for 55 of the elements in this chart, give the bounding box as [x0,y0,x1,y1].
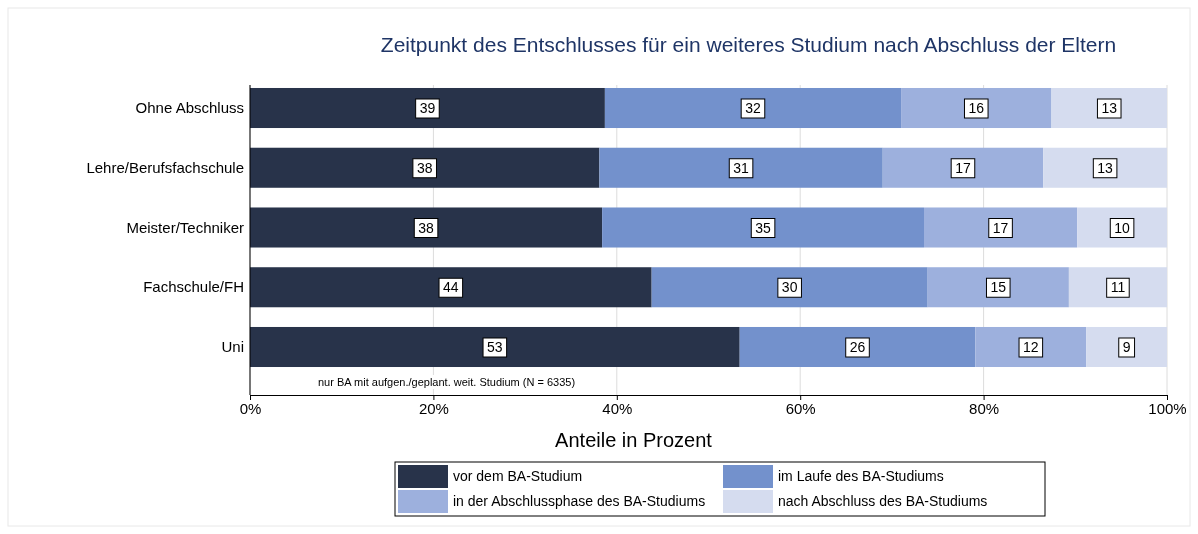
bar [250,267,652,308]
data-label: 53 [487,339,503,355]
data-label: 15 [990,279,1007,296]
data-label: 26 [849,339,866,355]
bar [250,207,603,248]
bar [1043,147,1167,188]
y-tick-label: Meister/Techniker [126,218,244,236]
data-label: 17 [992,219,1009,236]
x-tick-label: 40% [602,399,633,417]
y-tick-label: Lehre/Berufsfachschule [86,158,244,176]
chart-title: Zeitpunkt des Entschlusses für ein weiteres Studium nach Abschluss der Eltern [380,33,1117,56]
bar [250,87,605,129]
bar [602,207,924,248]
data-label: 13 [1097,159,1114,176]
data-label: 38 [416,159,433,176]
x-tick-label: 80% [969,399,1000,417]
data-label: 16 [968,100,985,116]
data-label: 32 [745,100,761,116]
bar [1086,326,1167,368]
bar [250,326,740,368]
data-label: 10 [1114,219,1131,236]
data-label: 38 [418,219,435,236]
data-label: 9 [1122,339,1131,355]
data-label: 13 [1101,100,1118,116]
data-label: 31 [733,159,750,176]
data-label: 39 [419,100,436,116]
data-label: 11 [1110,279,1126,296]
x-axis-title: Anteile in Prozent [555,429,713,451]
y-tick-label: Uni [221,338,244,355]
data-label: 30 [781,279,798,296]
bar [651,267,928,308]
legend-label: vor dem BA-Studium [453,468,583,484]
x-tick-label: 60% [785,399,816,417]
x-tick-label: 100% [1148,399,1187,417]
bar [739,326,976,368]
bar [882,147,1044,188]
y-tick-label: Fachschule/FH [143,278,244,296]
bar [924,207,1078,248]
bar [250,147,600,188]
annotation: nur BA mit aufgen./geplant. weit. Studium (N = 6335) [318,376,576,388]
x-tick-label: 20% [418,399,449,417]
bar [604,87,902,129]
bar [1051,87,1167,129]
data-label: 44 [443,279,459,296]
legend-label: nach Abschluss des BA-Studiums [778,493,988,509]
bar [599,147,883,188]
data-label: 17 [955,159,971,176]
legend-label: in der Abschlussphase des BA-Studiums [453,493,706,509]
legend-label: im Laufe des BA-Studiums [778,468,944,484]
bar [927,267,1069,308]
data-label: 35 [755,219,772,236]
x-tick-label: 0% [239,399,262,417]
y-tick-label: Ohne Abschluss [135,99,244,116]
bar [901,87,1052,129]
data-label: 12 [1023,339,1039,355]
